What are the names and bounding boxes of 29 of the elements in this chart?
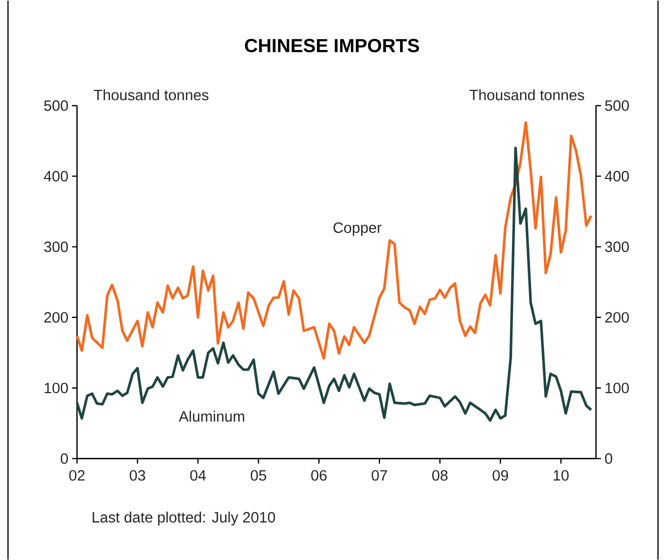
line-series xyxy=(76,121,592,360)
y2-tick-label: 500 xyxy=(605,100,629,111)
y2-axis-title: Thousand tonnes xyxy=(470,89,584,100)
y2-tick-label: 400 xyxy=(604,170,629,182)
y2-tick-label: 0 xyxy=(605,453,612,464)
x-tick-label: 04 xyxy=(190,470,206,481)
text: Last date plotted: July 2010 xyxy=(92,512,276,526)
x-tick-label: 06 xyxy=(311,470,327,481)
x-tick-label: 09 xyxy=(492,470,508,481)
x-tick-label: 03 xyxy=(130,470,146,481)
x-tick-label: 07 xyxy=(372,470,388,481)
y-axis-title: Thousand tonnes xyxy=(94,89,208,100)
y-tick-label: 500 xyxy=(44,100,68,111)
y-tick-label: 0 xyxy=(60,453,68,464)
y-tick-label: 200 xyxy=(44,312,68,323)
y-tick-label: 400 xyxy=(44,170,68,182)
x-tick-label: 08 xyxy=(432,470,448,481)
chart-title: CHINESE IMPORTS xyxy=(244,38,420,52)
y-tick-label: 300 xyxy=(44,241,68,252)
series-label: Aluminum xyxy=(178,410,244,422)
x-tick-label: 10 xyxy=(554,470,569,481)
series-label: Copper xyxy=(334,222,382,236)
x-tick-label: 05 xyxy=(250,470,266,481)
y2-tick-label: 300 xyxy=(605,241,629,252)
y-tick-label: 100 xyxy=(44,382,68,394)
y2-tick-label: 100 xyxy=(606,382,629,394)
y2-tick-label: 200 xyxy=(605,312,629,323)
line-series xyxy=(76,146,592,422)
x-tick-label: 02 xyxy=(69,470,85,481)
